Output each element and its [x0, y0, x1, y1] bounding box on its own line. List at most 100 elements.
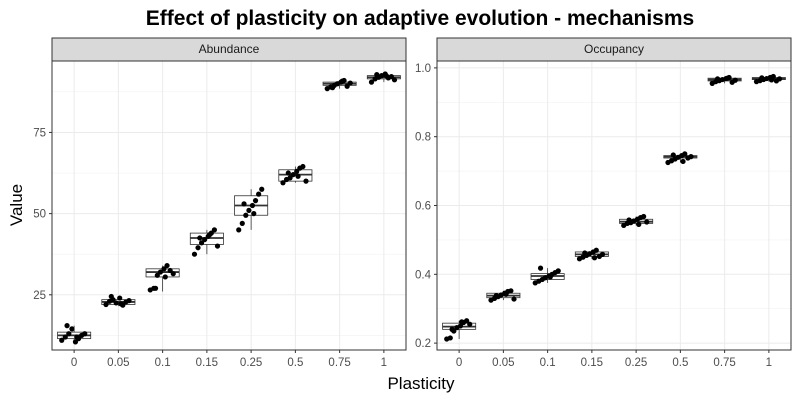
- data-point: [198, 240, 205, 246]
- data-point: [167, 267, 173, 274]
- data-point: [714, 76, 721, 82]
- data-point: [236, 227, 242, 233]
- data-point: [157, 269, 164, 275]
- panel-occupancy: Occupancy 0.2 0.4 0.6 0.8 1.0 0 0.05 0.1 0.15 0.25…: [415, 37, 792, 369]
- data-point: [759, 75, 765, 81]
- points-0.5: [280, 163, 309, 186]
- x-tick-label: 0.1: [540, 357, 556, 369]
- data-point: [388, 73, 394, 80]
- points-0.75: [709, 74, 738, 86]
- data-point: [344, 83, 350, 89]
- data-point: [62, 334, 68, 340]
- data-point: [191, 251, 198, 257]
- data-point: [287, 175, 293, 181]
- data-point: [249, 202, 256, 209]
- points-0.05: [488, 288, 517, 303]
- y-axis-title: Value: [7, 184, 26, 226]
- data-point: [252, 198, 259, 204]
- data-point: [449, 326, 455, 332]
- data-point: [347, 80, 353, 86]
- points-0.5: [665, 151, 694, 166]
- x-axis-title: Plasticity: [387, 374, 455, 393]
- points-0.05: [103, 293, 132, 308]
- data-point: [555, 268, 561, 274]
- data-point: [582, 250, 588, 256]
- data-point: [195, 245, 201, 251]
- points-0.1: [147, 262, 176, 293]
- data-point: [295, 173, 301, 179]
- data-point: [214, 243, 221, 249]
- x-tick-label: 0.15: [196, 357, 218, 369]
- y-tick-label: 1.0: [415, 63, 431, 75]
- y-tick-label: 50: [33, 209, 46, 221]
- data-point: [391, 77, 398, 83]
- points-0.25: [621, 213, 650, 229]
- data-point: [593, 247, 599, 253]
- data-point: [459, 319, 465, 325]
- data-point: [368, 79, 375, 85]
- chart-title: Effect of plasticity on adaptive evoluti…: [146, 7, 694, 30]
- x-tick-label: 0.05: [107, 357, 129, 369]
- panel-border: [51, 60, 407, 351]
- data-point: [82, 331, 88, 337]
- data-point: [636, 221, 642, 228]
- x-tick-label: 1: [381, 357, 387, 369]
- points-0.75: [324, 77, 353, 92]
- data-point: [329, 85, 336, 91]
- data-point: [457, 323, 464, 329]
- x-tick-label: 0.5: [672, 357, 688, 369]
- points-0.15: [191, 227, 221, 257]
- data-point: [300, 163, 306, 170]
- y-tick-label: 0.8: [415, 132, 431, 144]
- data-point: [126, 298, 132, 304]
- x-tick-label: 1: [766, 357, 772, 369]
- data-point: [732, 77, 738, 83]
- points-0: [444, 318, 473, 342]
- data-point: [599, 251, 606, 257]
- data-point: [243, 212, 249, 218]
- x-tick-label: 0: [71, 357, 77, 369]
- data-point: [152, 285, 159, 291]
- data-point: [547, 274, 553, 280]
- data-point: [374, 72, 380, 78]
- data-point: [768, 77, 775, 83]
- data-point: [776, 76, 783, 82]
- data-point: [591, 255, 598, 261]
- data-point: [103, 301, 109, 308]
- data-point: [72, 339, 79, 345]
- data-point: [211, 227, 217, 233]
- data-point: [383, 73, 390, 79]
- data-point: [339, 78, 345, 84]
- data-point: [74, 334, 80, 340]
- data-point: [303, 178, 309, 184]
- y-tick-label: 0.6: [415, 201, 431, 213]
- x-tick-label: 0.15: [581, 357, 603, 369]
- data-point: [467, 321, 473, 327]
- x-tick-label: 0.1: [155, 357, 171, 369]
- data-point: [285, 170, 291, 176]
- data-point: [64, 323, 70, 329]
- data-point: [113, 300, 119, 306]
- data-point: [680, 158, 686, 165]
- data-point: [117, 295, 123, 301]
- data-point: [59, 337, 65, 343]
- x-tick-label: 0.05: [492, 357, 514, 369]
- points-1: [368, 71, 398, 85]
- data-point: [239, 220, 245, 226]
- y-tick-label: 0.4: [415, 269, 432, 281]
- data-point: [162, 274, 168, 280]
- data-point: [206, 232, 213, 238]
- points-1: [753, 73, 783, 85]
- data-point: [69, 326, 75, 332]
- x-tick-label: 0.75: [713, 357, 735, 369]
- x-tick-label: 0.5: [287, 357, 303, 369]
- data-point: [493, 293, 499, 299]
- data-point: [508, 288, 514, 294]
- data-point: [294, 168, 300, 175]
- data-point: [280, 180, 286, 186]
- data-point: [202, 236, 208, 243]
- data-point: [118, 301, 124, 307]
- x-tick-label: 0.25: [625, 357, 647, 369]
- facet-strip-label: Abundance: [199, 42, 260, 56]
- data-point: [626, 217, 632, 223]
